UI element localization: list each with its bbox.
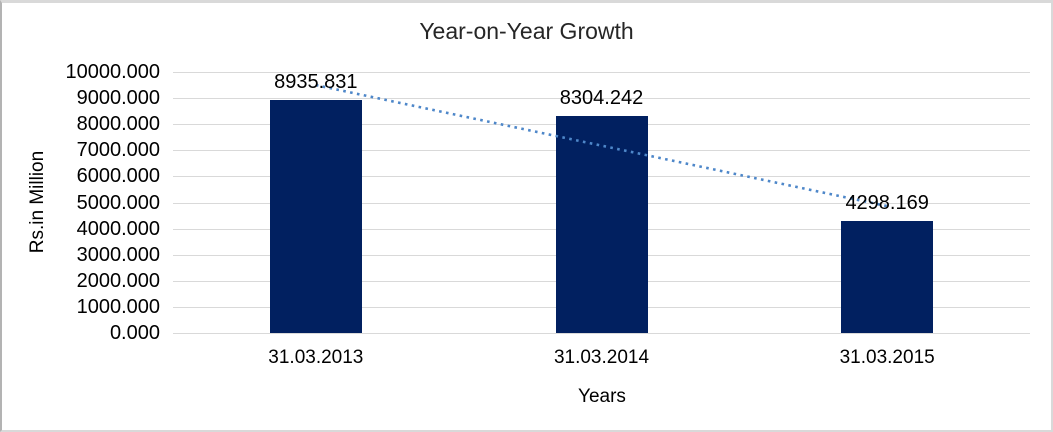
data-label: 4298.169: [845, 191, 929, 214]
y-tick-label: 3000.000: [76, 243, 160, 266]
chart-title: Year-on-Year Growth: [419, 18, 634, 44]
y-tick-label: 5000.000: [76, 191, 160, 214]
data-label: 8935.831: [274, 70, 358, 93]
y-tick-label: 8000.000: [76, 113, 160, 136]
y-tick-label: 2000.000: [76, 269, 160, 292]
plot-area: [173, 72, 1030, 334]
bar-31.03.2013: [269, 99, 362, 333]
y-tick-label: 7000.000: [76, 139, 160, 162]
y-tick-label: 1000.000: [76, 295, 160, 318]
x-axis-title: Years: [578, 386, 626, 407]
gridline: [173, 72, 1030, 73]
y-tick-label: 10000.000: [65, 61, 160, 83]
y-tick-label: 9000.000: [76, 87, 160, 110]
gridline: [173, 98, 1030, 100]
y-tick-label: 4000.000: [76, 217, 160, 240]
x-tick-label: 31.03.2013: [268, 347, 364, 368]
x-tick-label: 31.03.2014: [553, 347, 650, 368]
y-tick-label: 0.000: [109, 322, 160, 344]
x-tick-label: 31.03.2015: [839, 347, 935, 368]
gridline: [173, 333, 1030, 334]
data-label: 8304.242: [559, 87, 644, 110]
bar-31.03.2015: [841, 220, 934, 333]
y-tick-label: 6000.000: [76, 165, 160, 188]
